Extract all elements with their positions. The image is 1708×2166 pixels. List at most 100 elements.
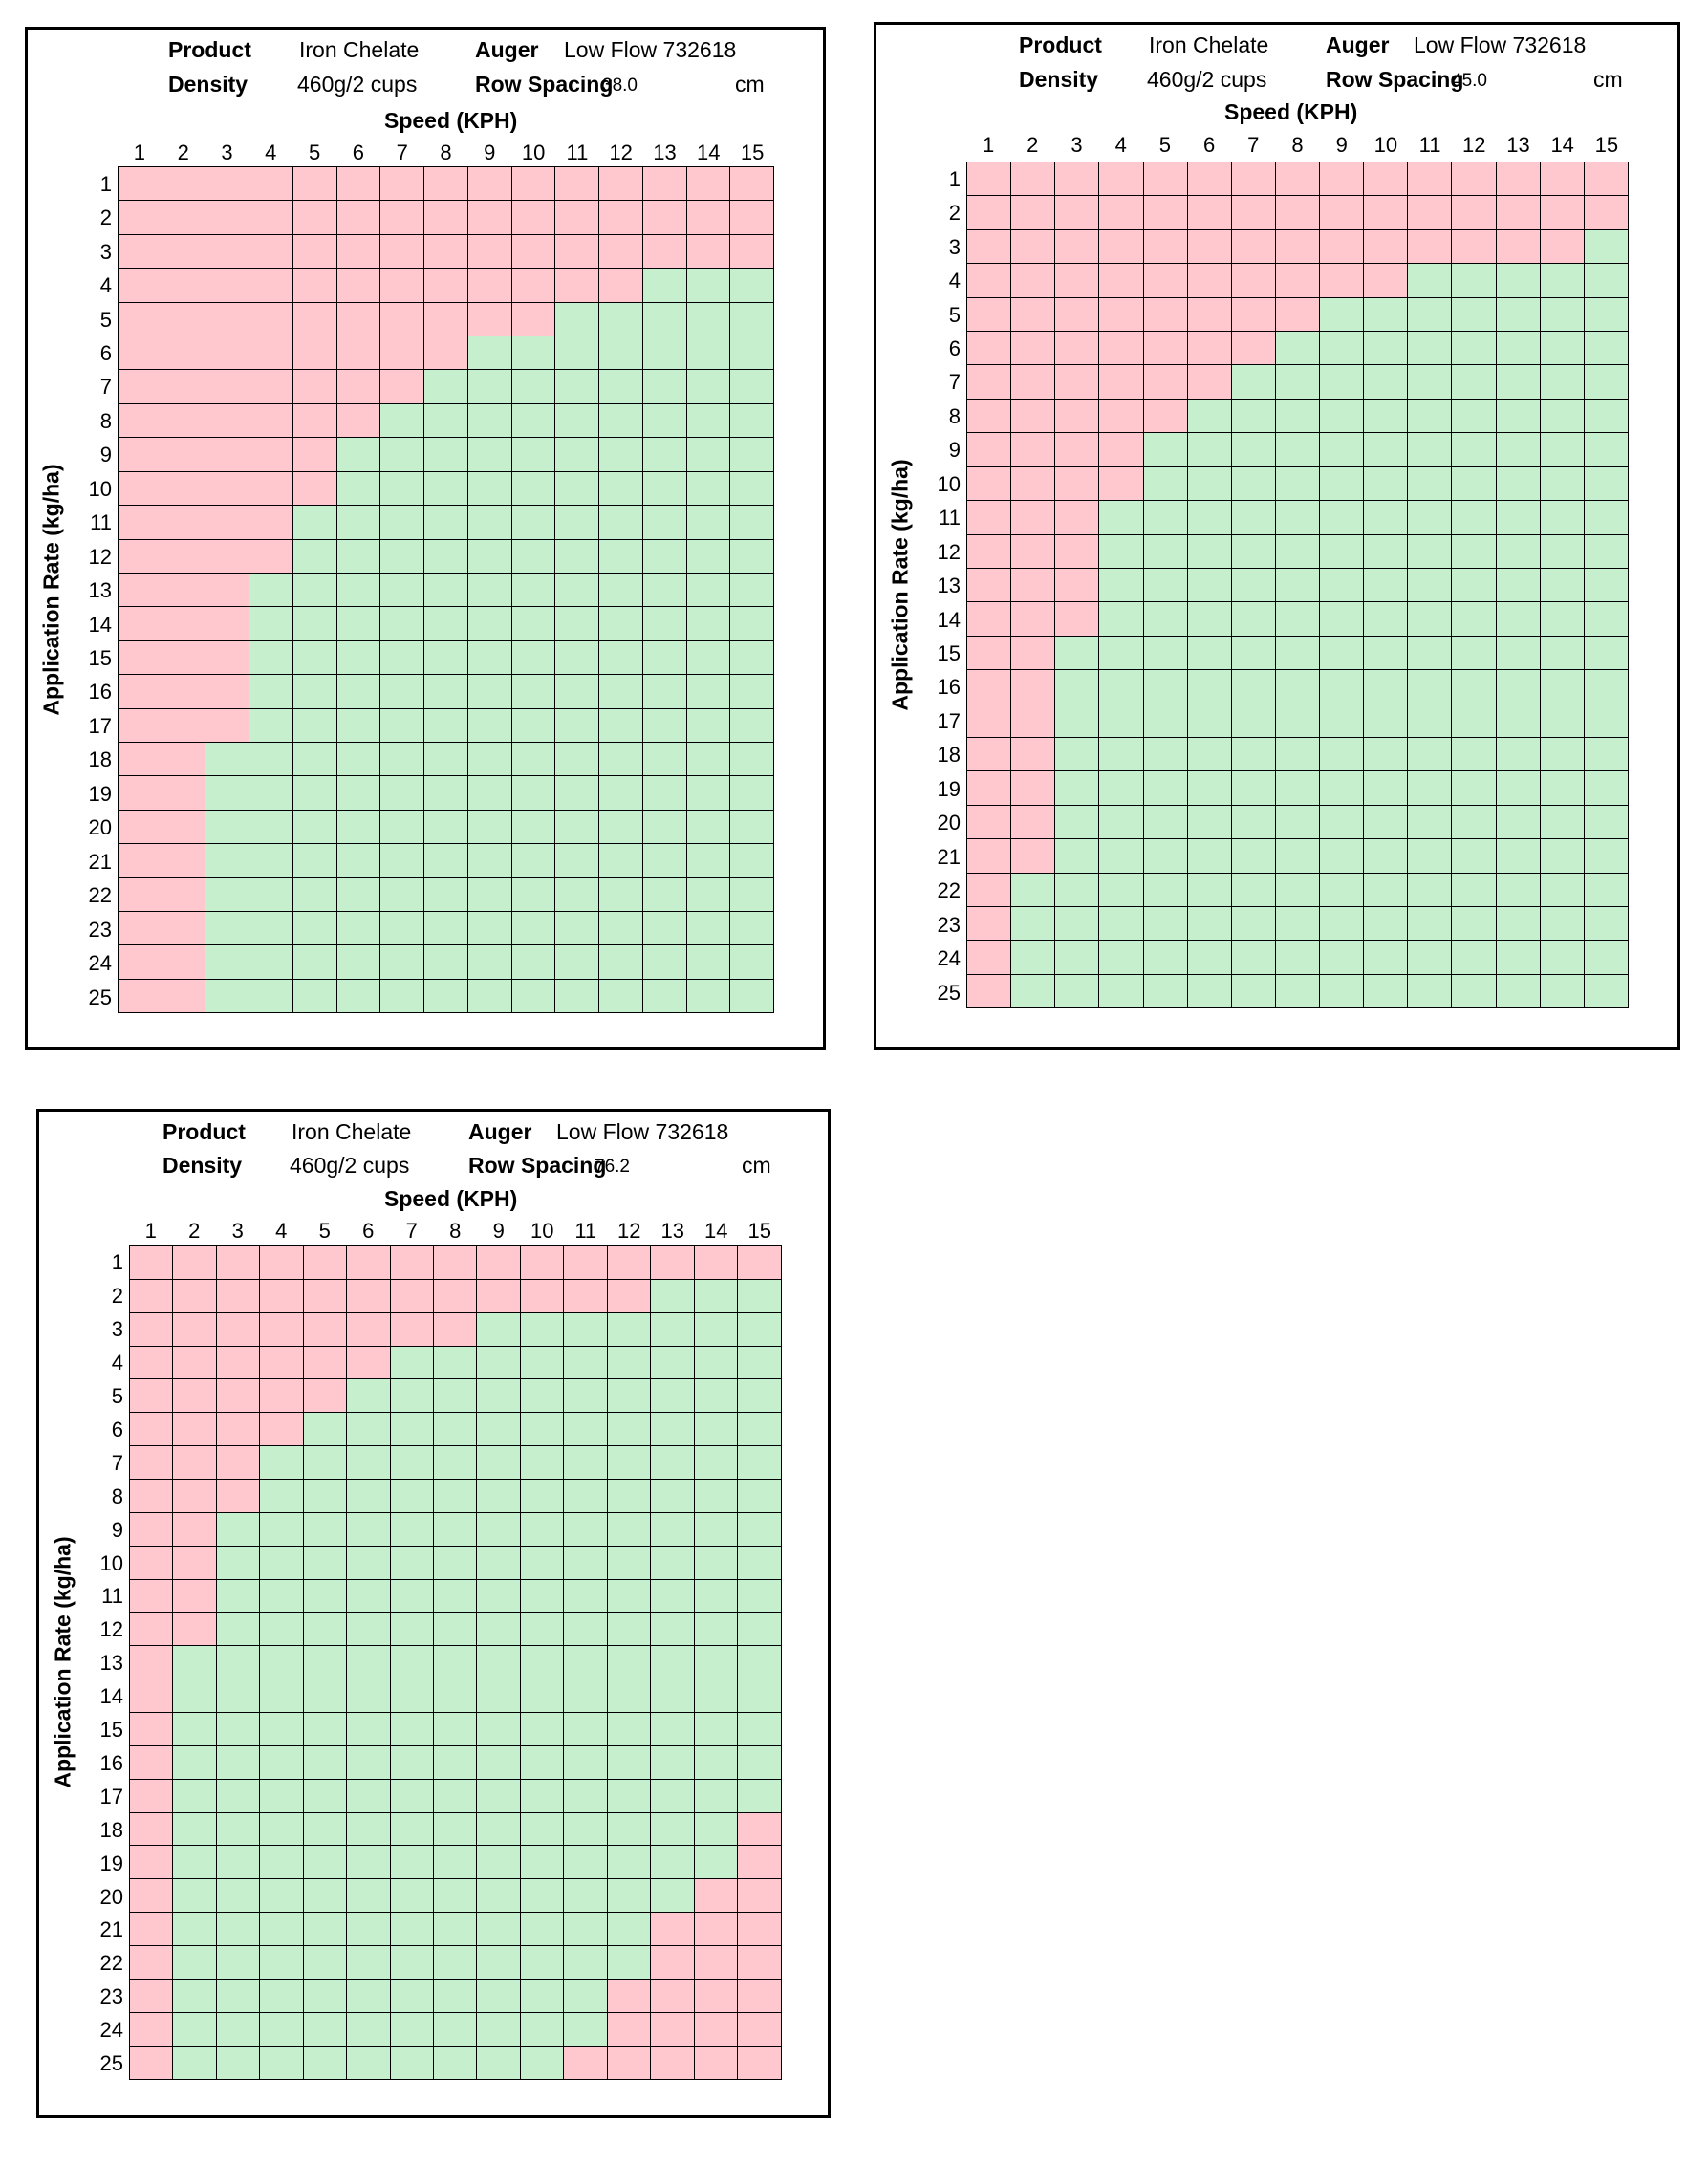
heatmap-cell (555, 912, 600, 946)
heatmap-cell (380, 539, 425, 574)
heatmap-cell (162, 539, 206, 574)
heatmap-cell (642, 370, 687, 404)
heatmap-cell (162, 979, 206, 1014)
heatmap-cell (347, 1913, 391, 1947)
heatmap-cell (1408, 771, 1453, 806)
heatmap-cell (162, 471, 206, 507)
y-tick-label: 18 (99, 1817, 123, 1842)
heatmap-cell (1187, 466, 1232, 502)
heatmap-cell (1496, 196, 1541, 230)
heatmap-cell (1540, 974, 1585, 1009)
heatmap-cell (477, 1312, 521, 1347)
heatmap-cell (520, 2012, 565, 2047)
heatmap-cell (1099, 365, 1144, 400)
heatmap-cell (434, 1579, 478, 1614)
y-tick-label: 24 (937, 946, 961, 971)
heatmap-cell (730, 844, 774, 878)
heatmap-cell (173, 1379, 217, 1414)
heatmap-cell (1099, 229, 1144, 265)
heatmap-cell (216, 1646, 261, 1680)
heatmap-cell (1408, 907, 1453, 942)
heatmap-cell (390, 1846, 435, 1880)
heatmap-cell (390, 1879, 435, 1914)
heatmap-cell (1364, 568, 1409, 603)
heatmap-cell (1496, 974, 1541, 1009)
heatmap-cell (651, 1913, 695, 1947)
heatmap-cell (607, 1613, 652, 1647)
heatmap-cell (1143, 907, 1188, 942)
heatmap-cell (292, 640, 337, 676)
heatmap-cell (1364, 466, 1409, 502)
heatmap-cell (477, 1546, 521, 1580)
heatmap-cell (1540, 229, 1585, 265)
heatmap-cell (1584, 501, 1629, 535)
x-tick-label: 12 (609, 141, 633, 164)
heatmap-cell (1055, 704, 1100, 738)
heatmap-cell (651, 1446, 695, 1481)
heatmap-cell (336, 269, 381, 303)
heatmap-cell (1496, 602, 1541, 637)
heatmap-cell (119, 912, 162, 946)
heatmap-cell (730, 438, 774, 472)
heatmap-cell (686, 844, 731, 878)
heatmap-cell (1011, 873, 1056, 908)
heatmap-cell (694, 2046, 739, 2080)
heatmap-cell (686, 640, 731, 676)
x-tick-label: 10 (1373, 133, 1398, 157)
heatmap-cell (390, 2012, 435, 2047)
heatmap-cell (260, 2012, 304, 2047)
heatmap-cell (730, 708, 774, 743)
heatmap-cell (642, 844, 687, 878)
heatmap-cell (1320, 433, 1365, 467)
y-tick-label: 8 (111, 1484, 123, 1508)
heatmap-cell (260, 1879, 304, 1914)
heatmap-cell (390, 1613, 435, 1647)
heatmap-cell (607, 1713, 652, 1746)
heatmap-cell (130, 1346, 174, 1380)
heatmap-cell (520, 1646, 565, 1680)
heatmap-cell (1143, 433, 1188, 467)
product-value: Iron Chelate (1149, 32, 1269, 57)
heatmap-cell (260, 1946, 304, 1980)
heatmap-cell (303, 1579, 348, 1614)
x-tick-label: 5 (1158, 133, 1172, 157)
heatmap-cell (477, 1713, 521, 1746)
row-spacing-value: 76.2 (595, 1157, 630, 1177)
heatmap-cell (130, 1379, 174, 1414)
heatmap-cell (1452, 297, 1497, 333)
heatmap-cell (1584, 636, 1629, 671)
heatmap-cell (380, 945, 425, 980)
heatmap-cell (511, 776, 556, 811)
x-tick-label: 3 (1070, 133, 1083, 157)
y-tick-label: 9 (99, 443, 112, 467)
heatmap-cell (607, 1312, 652, 1347)
heatmap-cell (424, 912, 468, 946)
heatmap-cell (599, 945, 643, 980)
heatmap-cell (1584, 907, 1629, 942)
heatmap-grid (966, 162, 1629, 1009)
heatmap-cell (119, 742, 162, 777)
heatmap-cell (511, 708, 556, 743)
heatmap-cell (1187, 229, 1232, 265)
heatmap-cell (303, 1613, 348, 1647)
heatmap-cell (1187, 534, 1232, 569)
heatmap-cell (1231, 771, 1276, 806)
y-tick-label: 19 (99, 1851, 123, 1875)
y-tick-label: 15 (99, 1718, 123, 1743)
heatmap-cell (434, 1879, 478, 1914)
heatmap-cell (303, 2012, 348, 2047)
y-tick-label: 24 (99, 2018, 123, 2043)
heatmap-cell (1452, 974, 1497, 1009)
heatmap-cell (738, 1346, 782, 1380)
heatmap-cell (607, 1679, 652, 1714)
heatmap-cell (642, 438, 687, 472)
heatmap-cell (434, 1646, 478, 1680)
heatmap-cell (555, 403, 600, 439)
heatmap-cell (292, 877, 337, 913)
heatmap-cell (642, 471, 687, 507)
heatmap-cell (1584, 264, 1629, 298)
heatmap-cell (738, 2046, 782, 2080)
heatmap-cell (694, 1579, 739, 1614)
heatmap-cell (967, 670, 1012, 704)
y-tick-label: 2 (948, 201, 961, 226)
